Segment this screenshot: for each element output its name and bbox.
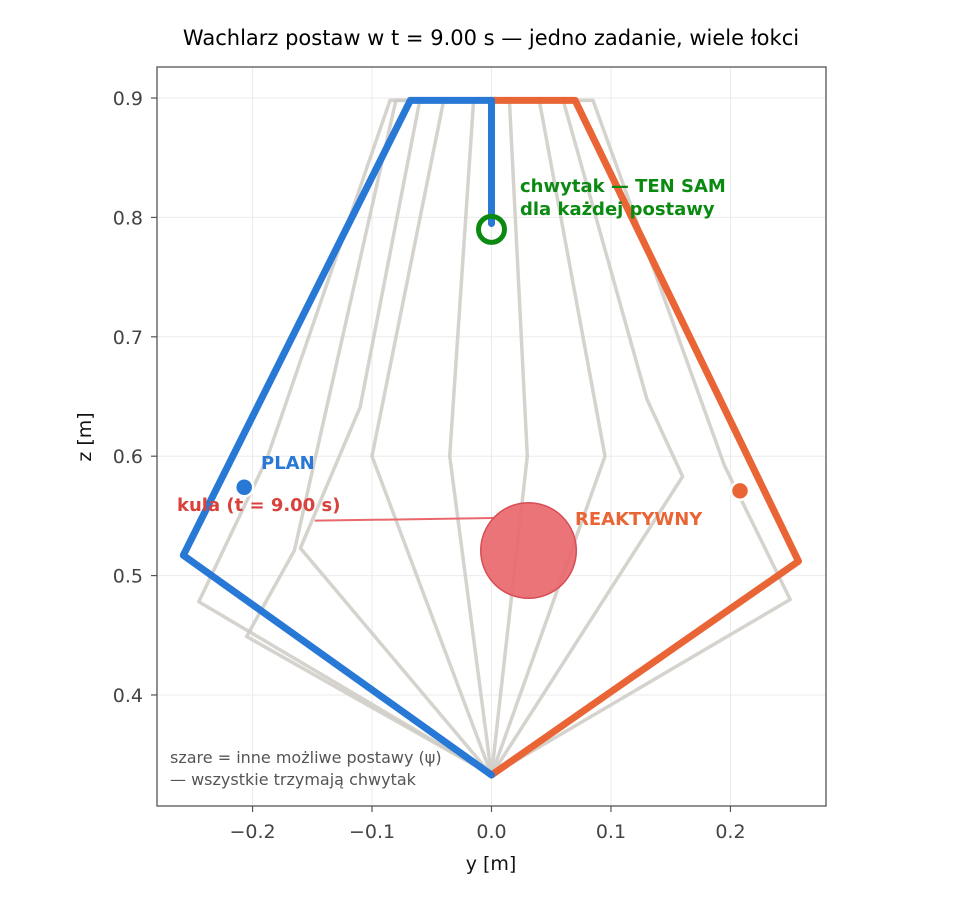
- plan-posture-line: [179, 96, 495, 779]
- gray-posture-line: [370, 98, 494, 777]
- x-tick-label: 0.1: [596, 821, 626, 843]
- legend-note-line2: — wszystkie trzymają chwytak: [170, 770, 417, 789]
- y-axis-label: z [m]: [74, 412, 96, 461]
- gray-posture-line: [447, 98, 494, 777]
- x-tick-label: −0.2: [230, 821, 276, 843]
- y-tick-label: 0.5: [113, 566, 143, 588]
- plan-elbow-marker: [233, 476, 255, 498]
- gray-posture-line: [298, 98, 494, 777]
- y-tick-label: 0.9: [113, 88, 143, 110]
- ball-leader-line: [314, 517, 495, 522]
- y-tick-label: 0.8: [113, 207, 143, 229]
- y-tick-label: 0.7: [113, 327, 143, 349]
- y-axis-ticks: 0.4 0.5 0.6 0.7 0.8 0.9: [113, 88, 157, 707]
- gripper-label-line1: chwytak — TEN SAM: [520, 176, 726, 197]
- y-tick-label: 0.4: [113, 685, 143, 707]
- ball-label: kula (t = 9.00 s): [177, 495, 340, 516]
- legend-note-line1: szare = inne możliwe postawy (ψ): [170, 748, 442, 767]
- reactive-elbow-marker: [729, 480, 751, 502]
- gripper-marker: [476, 213, 507, 245]
- posture-series: [179, 96, 802, 779]
- markers: [233, 213, 751, 502]
- plan-label: PLAN: [261, 453, 315, 474]
- chart-title: Wachlarz postaw w t = 9.00 s — jedno zad…: [183, 26, 799, 50]
- x-tick-label: 0.2: [715, 821, 745, 843]
- x-axis-ticks: −0.2 −0.1 0.0 0.1 0.2: [230, 806, 746, 843]
- x-tick-label: −0.1: [349, 821, 395, 843]
- ball-circle: [479, 501, 578, 600]
- x-axis-label: y [m]: [466, 853, 517, 875]
- ball-group: [314, 501, 578, 600]
- x-tick-label: 0.0: [476, 821, 506, 843]
- y-tick-label: 0.6: [113, 446, 143, 468]
- gripper-label-line2: dla każdej postawy: [520, 199, 715, 220]
- reactive-label: REAKTYWNY: [575, 509, 703, 530]
